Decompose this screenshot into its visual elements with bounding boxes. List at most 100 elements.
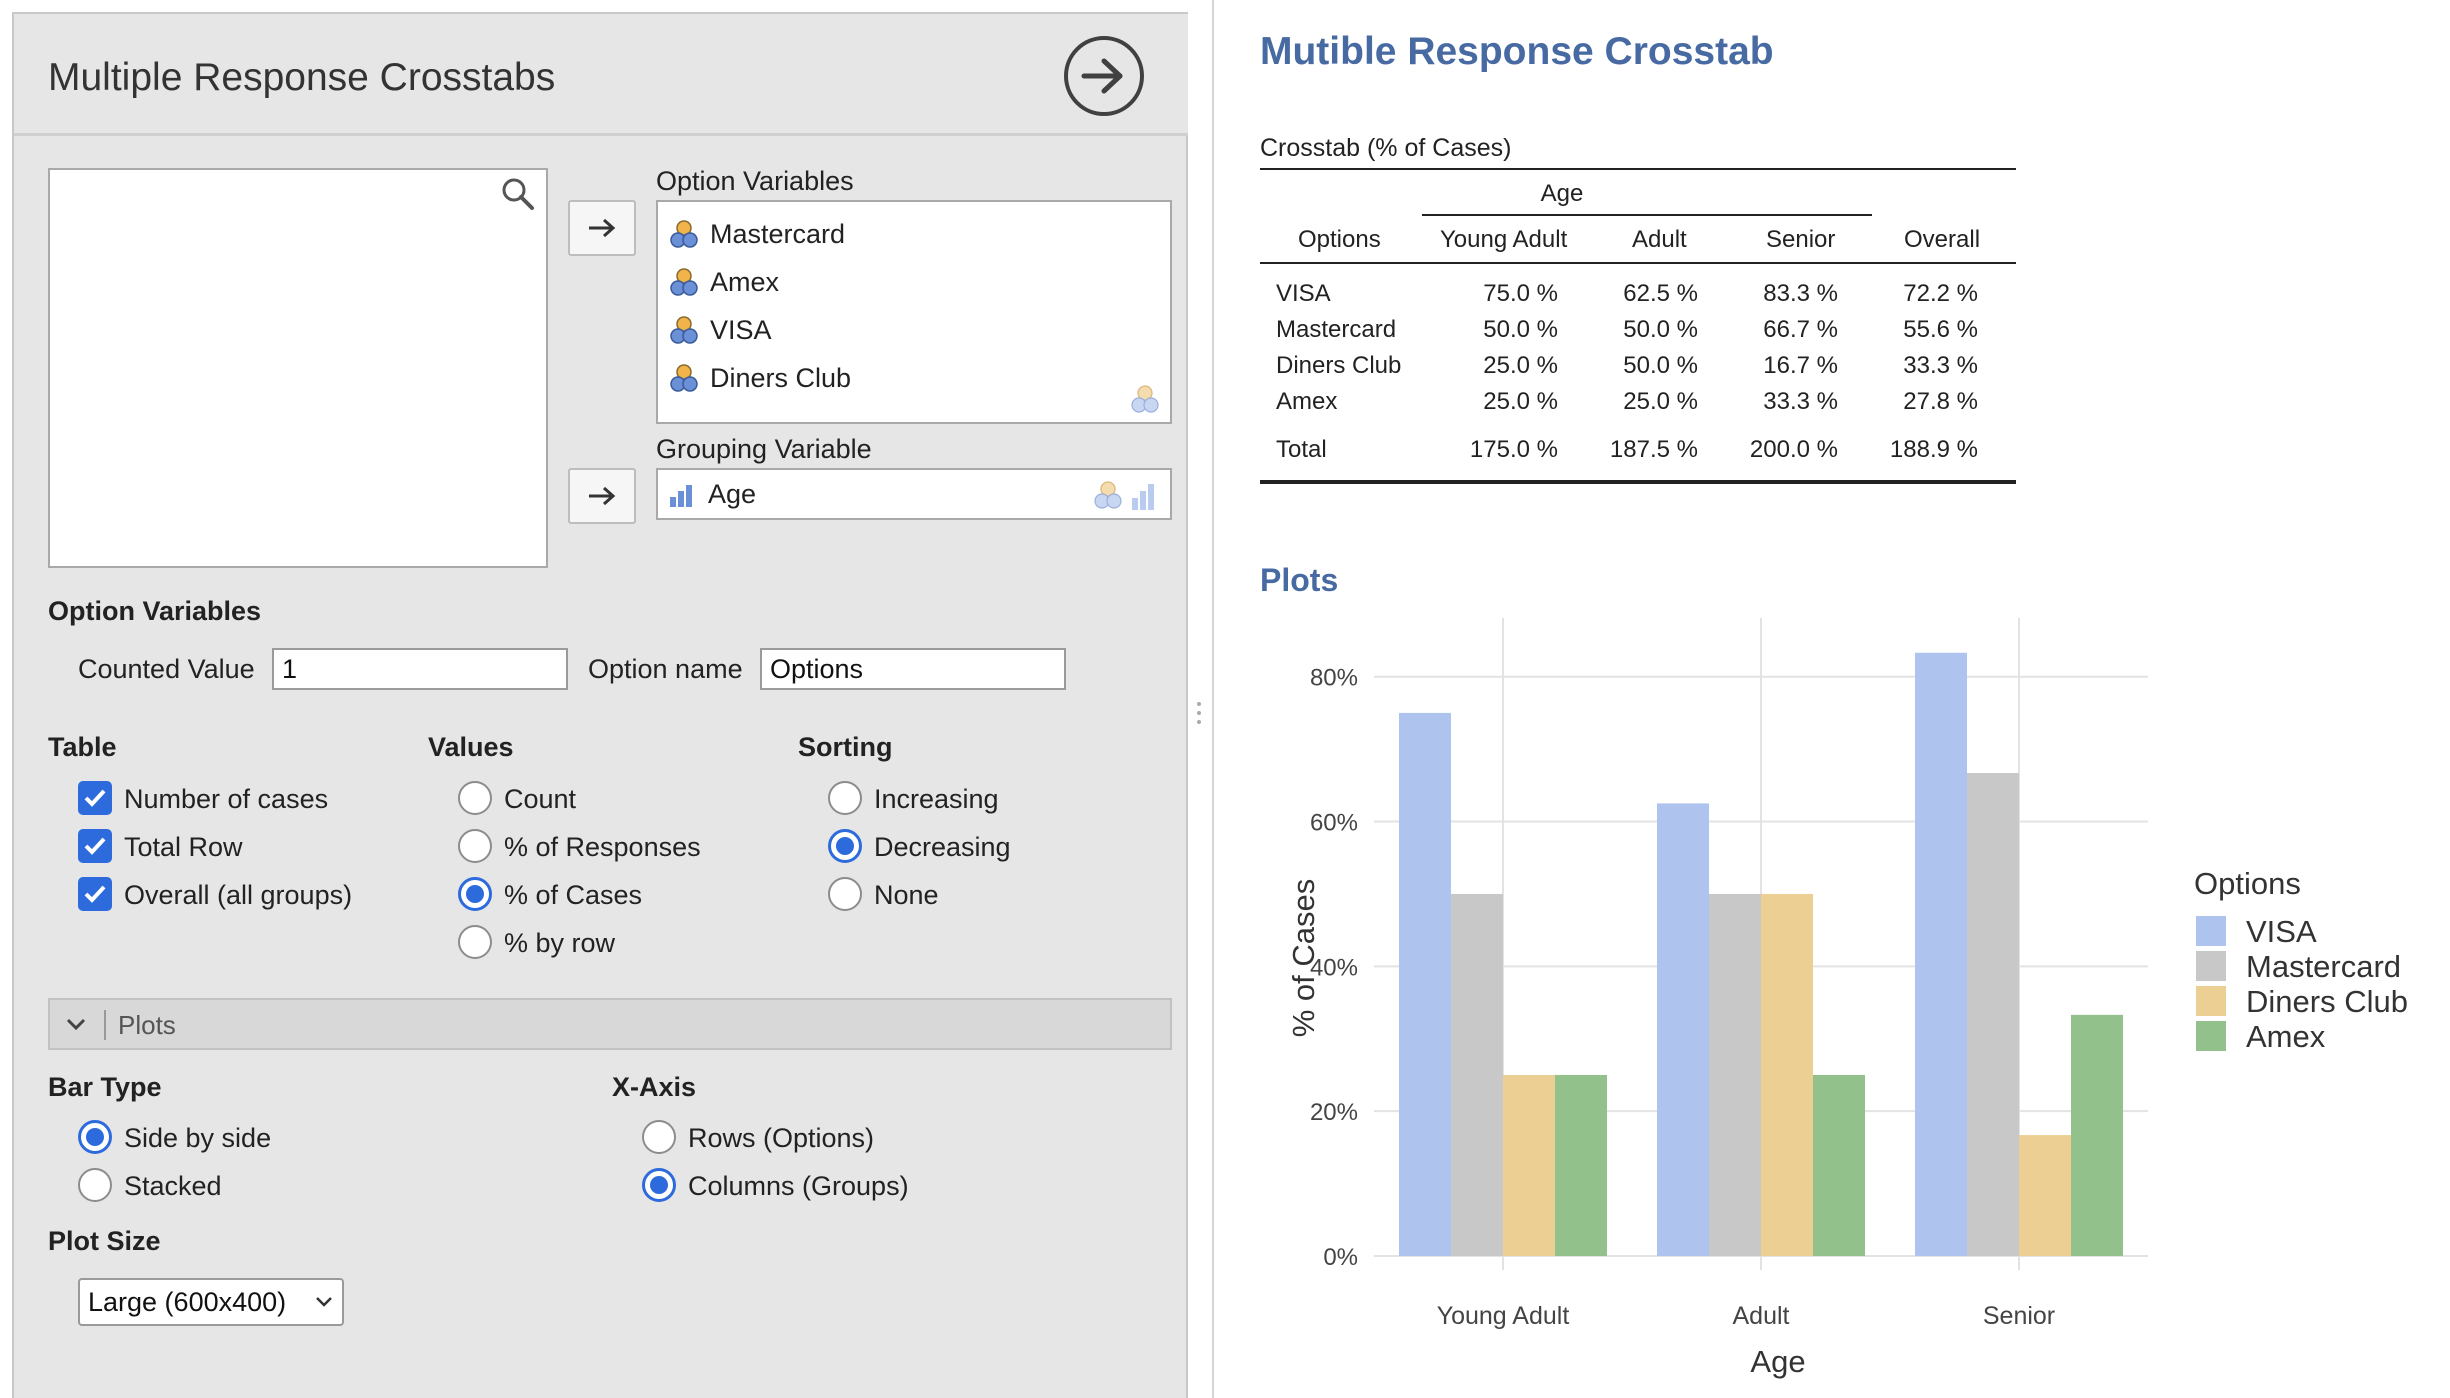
table-row-label: Total: [1276, 436, 1327, 463]
y-tick-label: 80%: [1310, 665, 1358, 692]
ordinal-variable-icon: [670, 485, 692, 507]
sorting-decreasing-label: Decreasing: [874, 832, 1011, 862]
run-arrow-button[interactable]: [1064, 36, 1144, 116]
sorting-none-radio[interactable]: [828, 877, 862, 911]
bar-mastercard: [1451, 893, 1503, 1256]
plot-size-select[interactable]: Large (600x400): [78, 1278, 344, 1326]
grouping-variable-box[interactable]: Age: [656, 468, 1172, 520]
y-tick-label: 20%: [1310, 1099, 1358, 1126]
table-col-header: Options: [1298, 226, 1381, 253]
panel-splitter-handle[interactable]: [1196, 700, 1202, 730]
x-tick-label: Adult: [1733, 1302, 1790, 1330]
sorting-decreasing-radio[interactable]: [828, 829, 862, 863]
legend-label: VISA: [2246, 914, 2317, 949]
total-row-checkbox[interactable]: [78, 829, 112, 863]
counted-value-input[interactable]: 1: [272, 648, 568, 690]
table-section-heading: Table: [48, 732, 117, 762]
sorting-increasing-label: Increasing: [874, 784, 999, 814]
table-row-label: Amex: [1276, 388, 1338, 415]
x-axis-heading: X-Axis: [612, 1072, 697, 1102]
bar-amex: [1555, 1074, 1607, 1256]
sorting-increasing-radio[interactable]: [828, 781, 862, 815]
option-variable-label: VISA: [710, 314, 772, 345]
table-group-header: Age: [1540, 180, 1584, 207]
option-variable-item[interactable]: Mastercard: [668, 212, 845, 256]
legend-swatch: [2196, 916, 2226, 946]
xaxis-rows-label: Rows (Options): [688, 1123, 875, 1153]
option-variable-item[interactable]: VISA: [668, 308, 772, 352]
table-cell: 187.5 %: [1609, 436, 1698, 463]
values-responses-radio[interactable]: [458, 829, 492, 863]
table-row-label: Diners Club: [1276, 352, 1402, 379]
option-variable-item[interactable]: Diners Club: [668, 356, 851, 400]
values-by-row-radio[interactable]: [458, 925, 492, 959]
bar-visa: [1399, 712, 1451, 1256]
legend-label: Mastercard: [2246, 949, 2401, 984]
grouping-variable-item[interactable]: Age: [668, 472, 756, 516]
xaxis-rows-radio[interactable]: [642, 1120, 676, 1154]
number-of-cases-checkbox[interactable]: [78, 781, 112, 815]
checkmark-icon: [84, 885, 106, 903]
table-col-header: Young Adult: [1440, 226, 1568, 253]
bar-side-by-side-label: Side by side: [124, 1123, 272, 1153]
table-cell: 188.9 %: [1889, 436, 1978, 463]
nominal-variable-icon: [670, 316, 698, 344]
bar-diners-club: [2019, 1135, 2071, 1256]
bar-stacked-label: Stacked: [124, 1171, 222, 1201]
option-name-input[interactable]: Options: [760, 648, 1066, 690]
plot-size-heading: Plot Size: [48, 1226, 161, 1256]
table-cell: 50.0 %: [1623, 316, 1698, 343]
values-count-label: Count: [504, 784, 577, 814]
bar-side-by-side-radio[interactable]: [78, 1120, 112, 1154]
checkmark-icon: [84, 789, 106, 807]
bar-visa: [1657, 803, 1709, 1256]
legend-label: Diners Club: [2246, 984, 2408, 1019]
legend-swatch: [2196, 986, 2226, 1016]
option-variable-label: Amex: [710, 266, 780, 297]
move-to-grouping-variable-button[interactable]: [568, 468, 636, 524]
table-col-header: Senior: [1766, 226, 1836, 253]
nominal-variable-icon: [670, 268, 698, 296]
option-variable-item[interactable]: Amex: [668, 260, 779, 304]
xaxis-columns-radio[interactable]: [642, 1168, 676, 1202]
bar-diners-club: [1503, 1074, 1555, 1256]
plots-section-toggle[interactable]: Plots: [48, 998, 1172, 1050]
chevron-down-icon: [66, 1018, 86, 1031]
option-name-label: Option name: [588, 654, 743, 684]
table-cell: 50.0 %: [1483, 316, 1558, 343]
table-bottom-rule: [1260, 480, 2016, 484]
divider: [104, 1010, 106, 1040]
values-cases-radio[interactable]: [458, 877, 492, 911]
available-variables-list[interactable]: [48, 168, 548, 568]
table-cell: 200.0 %: [1749, 436, 1838, 463]
y-tick-label: 0%: [1323, 1244, 1358, 1271]
values-by-row-label: % by row: [504, 928, 616, 958]
option-variables-box[interactable]: Mastercard Amex VISA: [656, 200, 1172, 424]
table-cell: 33.3 %: [1903, 352, 1978, 379]
move-to-option-variables-button[interactable]: [568, 200, 636, 256]
option-variables-label: Option Variables: [656, 166, 854, 196]
bar-chart: 0% 20% 40% 60% 80% Young Adult Adult Senior Ag…: [1286, 618, 2408, 1379]
table-group-rule: [1422, 214, 1872, 216]
table-header-rule: [1260, 262, 2016, 264]
chart-y-axis: 0% 20% 40% 60% 80%: [1310, 665, 1358, 1271]
bar-amex: [2071, 1014, 2123, 1256]
table-cell: 66.7 %: [1763, 316, 1838, 343]
chart-bars: [1399, 652, 2123, 1256]
overall-label: Overall (all groups): [124, 880, 353, 910]
table-cell: 25.0 %: [1483, 388, 1558, 415]
table-cell: 16.7 %: [1763, 352, 1838, 379]
bar-mastercard: [1709, 893, 1761, 1256]
bar-stacked-radio[interactable]: [78, 1168, 112, 1202]
search-icon[interactable]: [500, 176, 536, 217]
overall-checkbox[interactable]: [78, 877, 112, 911]
bar-diners-club: [1761, 893, 1813, 1256]
table-cell: 25.0 %: [1483, 352, 1558, 379]
arrow-right-icon: [589, 486, 616, 506]
values-count-radio[interactable]: [458, 781, 492, 815]
legend-swatch: [2196, 951, 2226, 981]
table-row-label: VISA: [1276, 280, 1331, 307]
legend-label: Amex: [2246, 1019, 2326, 1054]
